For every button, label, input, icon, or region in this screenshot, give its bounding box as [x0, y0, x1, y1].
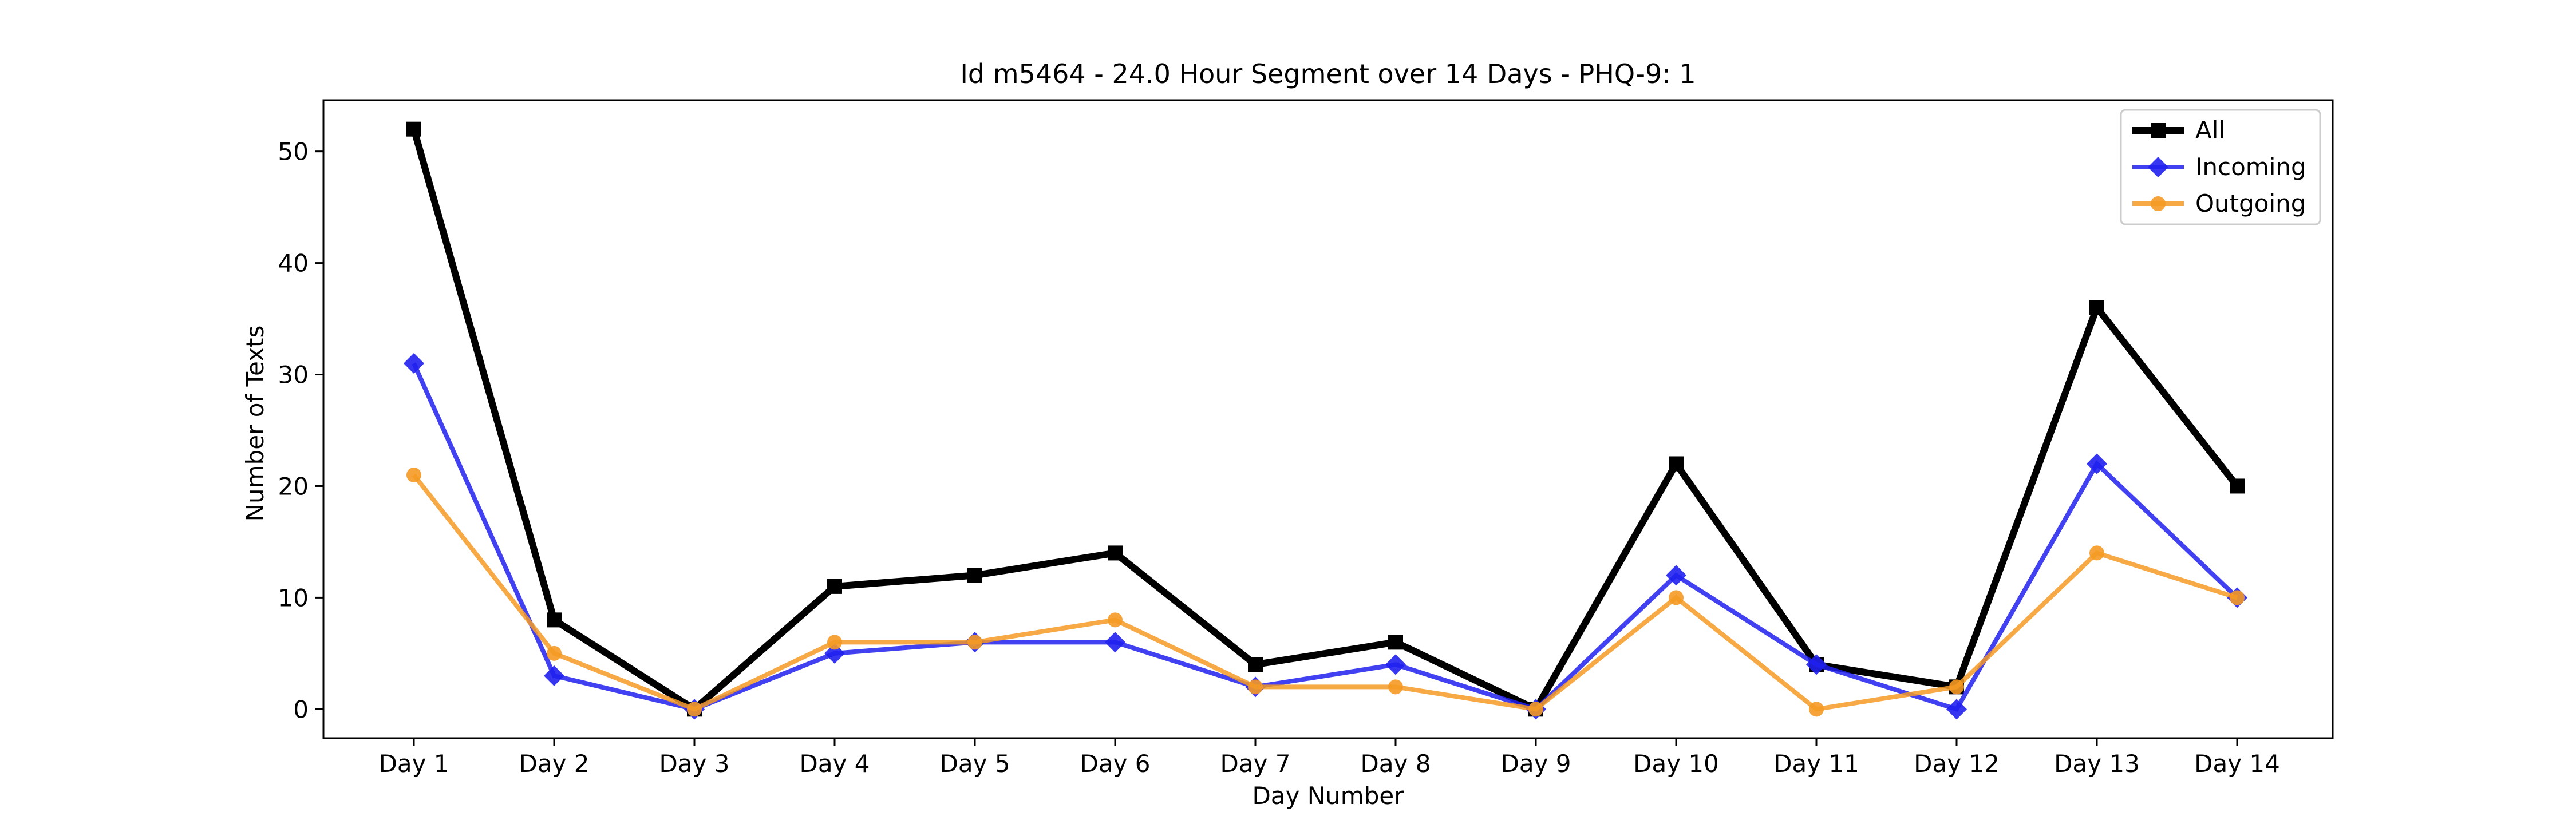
y-tick-label: 30: [278, 361, 309, 389]
series-line-outgoing: [412, 473, 2238, 712]
legend-marker-all: [2151, 123, 2166, 138]
series-line-all: [410, 128, 2240, 714]
data-point-outgoing: [1809, 702, 1824, 717]
legend-marker-incoming: [2148, 157, 2168, 177]
x-tick-label: Day 4: [799, 750, 870, 778]
legend-label-all: All: [2195, 116, 2225, 144]
data-point-all: [967, 568, 982, 583]
data-point-outgoing: [1388, 679, 1403, 695]
y-tick-label: 20: [278, 472, 309, 500]
x-tick-label: Day 2: [519, 750, 589, 778]
data-point-outgoing: [1248, 679, 1263, 695]
data-point-incoming: [1666, 565, 1686, 586]
x-tick-label: Day 3: [659, 750, 729, 778]
x-tick-label: Day 9: [1500, 750, 1571, 778]
x-tick-label: Day 12: [1914, 750, 2000, 778]
legend-label-incoming: Incoming: [2195, 153, 2306, 181]
y-tick-label: 50: [278, 138, 309, 166]
x-tick-label: Day 6: [1080, 750, 1150, 778]
x-tick-label: Day 11: [1773, 750, 1859, 778]
axis-ticks: Day 1 Day 2 Day 3 Day 4 Day 5 Day 6 Day 7 Day 8…: [278, 138, 2280, 778]
data-point-incoming: [404, 353, 424, 374]
data-point-all: [1108, 545, 1123, 561]
data-point-all: [827, 579, 842, 594]
series-outgoing: [406, 467, 2245, 717]
data-point-outgoing: [1669, 590, 1684, 605]
y-tick-label: 10: [278, 584, 309, 612]
data-point-incoming: [1385, 654, 1406, 675]
x-tick-label: Day 13: [2054, 750, 2140, 778]
data-point-all: [1669, 456, 1684, 472]
y-tick-label: 40: [278, 249, 309, 278]
x-tick-label: Day 14: [2194, 750, 2280, 778]
data-point-outgoing: [1949, 679, 1964, 695]
data-point-all: [1248, 657, 1263, 672]
data-point-outgoing: [547, 645, 562, 661]
data-point-incoming: [824, 643, 845, 664]
legend: All Incoming Outgoing: [2120, 109, 2321, 225]
legend-box: [2120, 109, 2321, 225]
data-point-outgoing: [967, 635, 982, 650]
y-axis-label: Number of Texts: [241, 326, 269, 522]
chart-title: Id m5464 - 24.0 Hour Segment over 14 Day…: [960, 58, 1696, 89]
x-tick-label: Day 5: [939, 750, 1010, 778]
data-point-incoming: [1946, 699, 1967, 720]
data-point-outgoing: [687, 702, 702, 717]
data-point-all: [1388, 635, 1403, 650]
data-point-incoming: [544, 665, 564, 686]
x-tick-label: Day 7: [1220, 750, 1290, 778]
data-point-outgoing: [2230, 590, 2245, 605]
data-point-outgoing: [406, 467, 421, 482]
data-point-all: [2089, 300, 2104, 315]
data-point-incoming: [2087, 453, 2107, 474]
data-point-all: [547, 612, 562, 628]
data-point-outgoing: [827, 635, 842, 650]
x-tick-label: Day 1: [378, 750, 449, 778]
data-point-outgoing: [1528, 702, 1543, 717]
x-tick-label: Day 8: [1360, 750, 1431, 778]
series-lines: [404, 121, 2247, 720]
x-tick-label: Day 10: [1633, 750, 1719, 778]
data-point-incoming: [1806, 654, 1827, 675]
legend-label-outgoing: Outgoing: [2195, 189, 2306, 217]
x-axis-label: Day Number: [1252, 782, 1404, 810]
legend-marker-outgoing: [2151, 196, 2166, 211]
plot-frame: [322, 99, 2334, 739]
data-point-all: [2230, 478, 2245, 494]
data-point-outgoing: [2089, 545, 2104, 561]
data-point-outgoing: [1108, 612, 1123, 628]
data-point-all: [406, 121, 421, 137]
y-tick-label: 0: [293, 695, 309, 723]
data-point-incoming: [1105, 632, 1125, 653]
